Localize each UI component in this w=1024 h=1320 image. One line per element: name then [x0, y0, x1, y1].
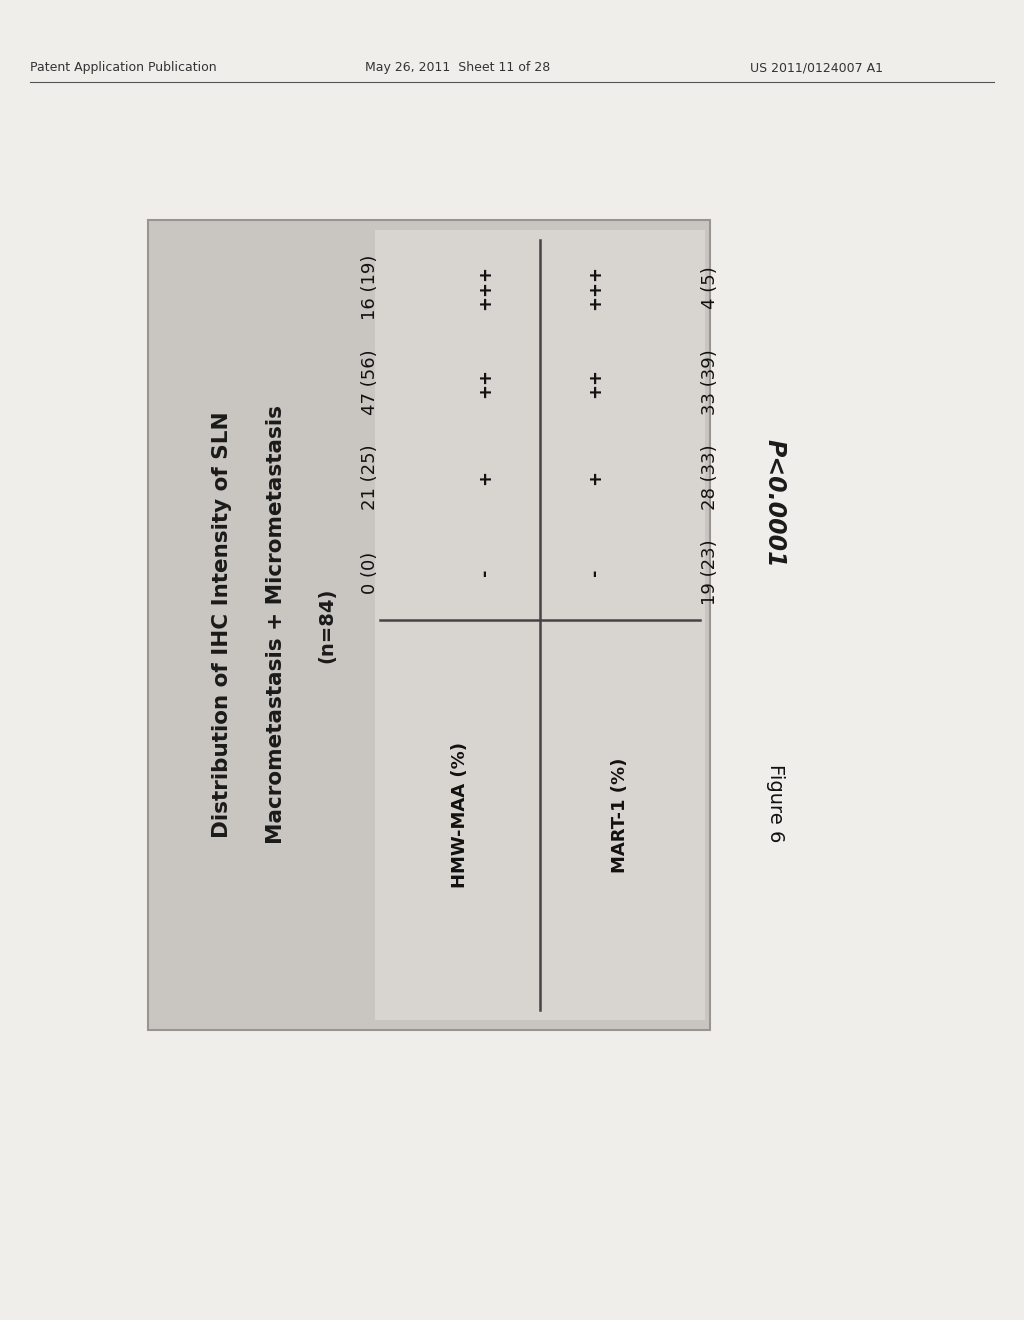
Text: P<0.0001: P<0.0001: [763, 440, 787, 568]
Text: Macrometastasis + Micrometastasis: Macrometastasis + Micrometastasis: [266, 405, 287, 845]
Text: 28 (33): 28 (33): [701, 445, 719, 511]
Text: MART-1 (%): MART-1 (%): [611, 758, 629, 873]
Text: 47 (56): 47 (56): [361, 350, 379, 416]
Text: ++: ++: [586, 367, 604, 397]
Text: 33 (39): 33 (39): [701, 350, 719, 416]
Text: +++: +++: [586, 265, 604, 310]
Text: +++: +++: [476, 265, 494, 310]
Text: US 2011/0124007 A1: US 2011/0124007 A1: [750, 62, 883, 74]
Text: 4 (5): 4 (5): [701, 267, 719, 309]
Text: HMW-MAA (%): HMW-MAA (%): [451, 742, 469, 888]
Text: Patent Application Publication: Patent Application Publication: [30, 62, 217, 74]
Text: Figure 6: Figure 6: [766, 764, 784, 842]
Text: Distribution of IHC Intensity of SLN: Distribution of IHC Intensity of SLN: [212, 412, 231, 838]
Text: 0 (0): 0 (0): [361, 552, 379, 594]
FancyBboxPatch shape: [375, 230, 705, 1020]
Text: 16 (19): 16 (19): [361, 255, 379, 321]
Text: (n=84): (n=84): [317, 587, 336, 663]
Text: 21 (25): 21 (25): [361, 445, 379, 511]
Text: -: -: [476, 569, 494, 577]
Text: +: +: [476, 470, 494, 484]
FancyBboxPatch shape: [148, 220, 710, 1030]
Text: -: -: [586, 569, 604, 577]
Text: 19 (23): 19 (23): [701, 540, 719, 606]
Text: +: +: [586, 470, 604, 484]
Text: ++: ++: [476, 367, 494, 397]
Text: May 26, 2011  Sheet 11 of 28: May 26, 2011 Sheet 11 of 28: [365, 62, 550, 74]
